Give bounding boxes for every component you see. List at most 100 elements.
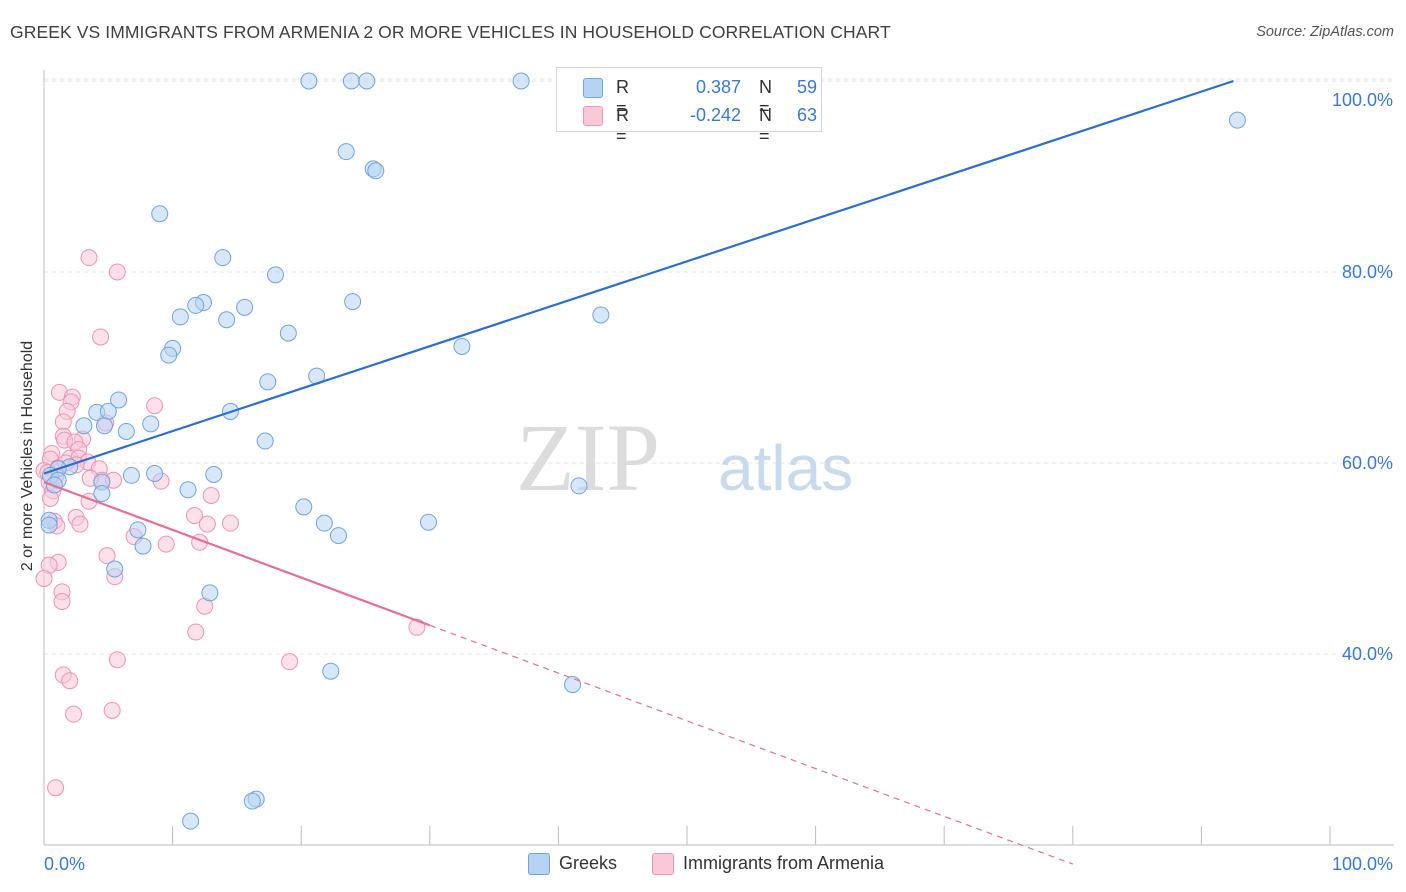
n-label: N = xyxy=(759,77,772,118)
greeks-point xyxy=(205,465,223,483)
greeks-point xyxy=(342,72,360,90)
r-label: R = xyxy=(616,77,629,118)
greeks-point xyxy=(160,346,178,364)
armenia-point xyxy=(71,515,89,533)
trend-lines xyxy=(43,79,1234,865)
greeks-point xyxy=(122,466,140,484)
greeks-point xyxy=(1228,111,1246,129)
greeks-point xyxy=(266,266,284,284)
armenia-point xyxy=(108,651,126,669)
greeks-point xyxy=(322,662,340,680)
chart-title: GREEK VS IMMIGRANTS FROM ARMENIA 2 OR MO… xyxy=(10,22,891,42)
armenia-point xyxy=(108,263,126,281)
greeks-trend-line xyxy=(43,79,1234,475)
greeks-point xyxy=(259,373,277,391)
armenia-r-value: -0.242 xyxy=(689,105,741,125)
greeks-point xyxy=(420,513,438,531)
armenia-point xyxy=(408,618,426,636)
greeks-point xyxy=(95,417,113,435)
watermark-atlas: atlas xyxy=(718,432,853,504)
greeks-point xyxy=(151,205,169,223)
armenia-trend-line xyxy=(43,481,431,627)
greeks-point xyxy=(367,162,385,180)
armenia-n-value: 63 xyxy=(797,105,818,125)
greeks-point xyxy=(564,676,582,694)
greeks-r-value: 0.387 xyxy=(695,77,741,97)
greeks-point xyxy=(134,537,152,555)
greeks-point xyxy=(300,72,318,90)
greeks-point xyxy=(99,402,117,420)
greeks-point xyxy=(570,477,588,495)
greeks-point xyxy=(358,72,376,90)
armenia-point xyxy=(281,653,299,671)
greeks-point xyxy=(512,72,530,90)
y-tick-label: 40.0% xyxy=(1342,644,1393,664)
armenia-point xyxy=(54,413,72,431)
armenia-point xyxy=(202,486,220,504)
greeks-point xyxy=(106,560,124,578)
n-label: N = xyxy=(759,105,772,146)
greeks-legend-label: Greeks xyxy=(559,853,618,873)
armenia-point xyxy=(92,328,110,346)
greeks-point xyxy=(201,584,219,602)
y-axis-label: 2 or more Vehicles in Household xyxy=(19,340,36,572)
greeks-point xyxy=(171,308,189,326)
greeks-point xyxy=(337,143,355,161)
greeks-point xyxy=(218,311,236,329)
greeks-point xyxy=(279,324,297,342)
greeks-point xyxy=(93,485,111,503)
armenia-point xyxy=(103,701,121,719)
greeks-point xyxy=(182,812,200,830)
armenia-point xyxy=(80,249,98,267)
armenia-points xyxy=(35,249,426,797)
greeks-point xyxy=(243,792,261,810)
x-tick-label: 0.0% xyxy=(44,854,85,874)
armenia-point xyxy=(221,514,239,532)
armenia-point xyxy=(187,623,205,641)
greeks-point xyxy=(592,306,610,324)
greeks-point xyxy=(453,337,471,355)
armenia-point xyxy=(35,570,53,588)
source-label: Source: ZipAtlas.com xyxy=(1256,24,1394,40)
watermark-zip: ZIP xyxy=(516,404,660,511)
armenia-point xyxy=(61,672,79,690)
greeks-swatch-icon xyxy=(583,78,603,98)
r-label: R = xyxy=(616,105,629,146)
greeks-point xyxy=(236,298,254,316)
armenia-swatch-icon xyxy=(652,853,674,875)
armenia-point xyxy=(47,779,65,797)
watermark: ZIP atlas xyxy=(516,404,853,511)
armenia-point xyxy=(157,535,175,553)
greeks-n-value: 59 xyxy=(797,77,818,97)
grid-lines xyxy=(44,78,1394,655)
greeks-point xyxy=(179,481,197,499)
y-tick-label: 80.0% xyxy=(1342,262,1393,282)
armenia-point xyxy=(185,507,203,525)
greeks-point xyxy=(129,521,147,539)
armenia-point xyxy=(146,397,164,415)
y-tick-label: 60.0% xyxy=(1342,453,1393,473)
greeks-points xyxy=(40,72,1246,830)
greeks-point xyxy=(256,432,274,450)
axes xyxy=(43,70,1394,846)
greeks-point xyxy=(110,391,128,409)
greeks-point xyxy=(146,465,164,483)
greeks-point xyxy=(295,498,313,516)
armenia-point xyxy=(98,547,116,565)
armenia-point xyxy=(65,705,83,723)
armenia-swatch-icon xyxy=(583,106,603,126)
armenia-point xyxy=(198,515,216,533)
greeks-point xyxy=(214,249,232,267)
tick-labels: 40.0% 60.0% 80.0% 100.0% 0.0% 100.0% xyxy=(44,90,1393,874)
x-tick-label: 100.0% xyxy=(1332,854,1393,874)
greeks-point xyxy=(315,514,333,532)
greeks-point xyxy=(40,516,58,534)
correlation-legend: R = 0.387 N = 59 R = -0.242 N = 63 xyxy=(556,67,822,146)
greeks-point xyxy=(75,417,93,435)
greeks-point xyxy=(329,527,347,545)
greeks-point xyxy=(117,422,135,440)
greeks-point xyxy=(344,293,362,311)
greeks-point xyxy=(142,415,160,433)
armenia-legend-label: Immigrants from Armenia xyxy=(683,853,885,873)
